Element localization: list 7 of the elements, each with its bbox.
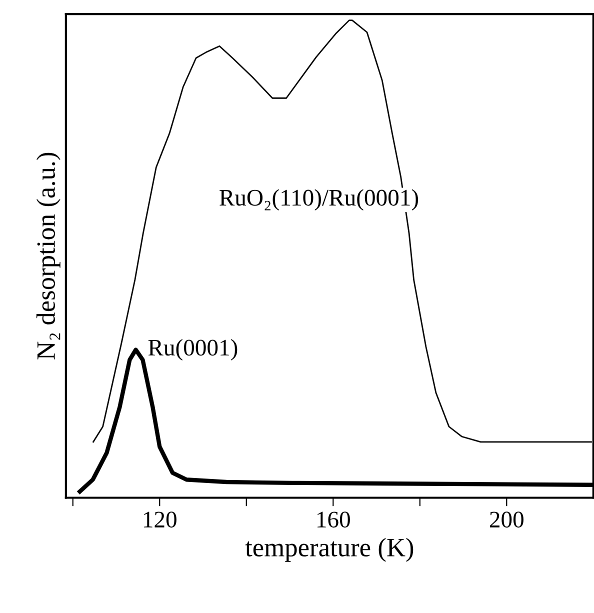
y-axis-title: N₂ desorption (a.u.) bbox=[36, 152, 60, 360]
x-tick-label: 160 bbox=[318, 512, 350, 528]
series-label: RuO₂(110)/Ru(0001) bbox=[220, 189, 418, 211]
x-tick-label: 200 bbox=[490, 512, 524, 528]
x-axis-title: temperature (K) bbox=[245, 538, 414, 562]
x-tick-label: 120 bbox=[144, 512, 176, 528]
series-label: Ru(0001) bbox=[148, 339, 238, 360]
